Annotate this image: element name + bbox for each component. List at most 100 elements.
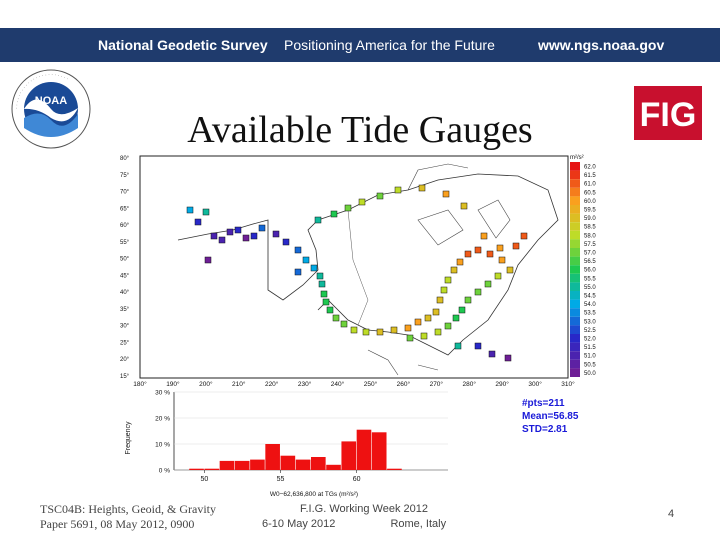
tide-gauge-marker — [512, 242, 520, 250]
histogram-bar — [189, 468, 204, 470]
colorbar-swatch — [570, 239, 580, 248]
histogram-bar — [280, 455, 296, 470]
colorbar-swatch — [570, 342, 580, 352]
colorbar-swatch — [570, 187, 580, 197]
lat-tick-label: 15° — [120, 374, 130, 380]
tide-gauge-marker — [204, 256, 212, 264]
colorbar-label: 60.5 — [584, 190, 596, 196]
colorbar-unit: m²/s² — [570, 155, 584, 161]
colorbar-label: 57.5 — [584, 242, 596, 248]
banner-slogan: Positioning America for the Future — [284, 37, 495, 53]
colorbar-swatch — [570, 205, 580, 214]
y-tick-label: 10 % — [155, 442, 170, 449]
histogram-bar — [341, 441, 357, 470]
colorbar — [570, 162, 580, 377]
lat-tick-label: 50° — [120, 257, 130, 263]
tide-gauge-marker — [344, 204, 352, 212]
x-tick-label: 50 — [201, 476, 209, 483]
fig-logo-block — [634, 86, 702, 140]
tide-gauge-marker — [442, 190, 450, 198]
tide-gauge-marker — [272, 230, 280, 238]
colorbar-label: 51.0 — [584, 354, 596, 360]
tide-gauge-marker — [376, 328, 384, 336]
footer-date: 6-10 May 2012 — [262, 518, 336, 530]
noaa-gull-icon — [24, 99, 78, 122]
tide-gauge-marker — [420, 332, 428, 340]
colorbar-label: 50.0 — [584, 371, 596, 377]
tide-gauge-marker — [376, 192, 384, 200]
tide-gauge-markers — [186, 184, 528, 362]
tide-gauge-marker — [320, 290, 328, 298]
tide-gauge-marker — [332, 314, 340, 322]
lon-tick-label: 220° — [265, 380, 279, 388]
border-line — [347, 209, 369, 326]
lon-tick-label: 180° — [133, 380, 147, 388]
tide-gauge-marker — [440, 286, 448, 294]
stats-box: #pts=211 Mean=56.85 STD=2.81 — [522, 398, 579, 435]
tide-gauge-marker — [202, 208, 210, 216]
colorbar-label: 54.0 — [584, 302, 596, 308]
colorbar-labels: 62.0 61.5 61.0 60.5 60.0 59.5 59.0 58.5 58.0 57.5… — [584, 165, 596, 377]
lon-ticks: 180° 190° 200° 210° 220° 230° 240° 250° 260° 270°… — [133, 380, 575, 388]
x-tick-label: 55 — [277, 476, 285, 483]
colorbar-label: 58.0 — [584, 233, 596, 239]
tide-gauge-marker — [186, 206, 194, 214]
tide-gauge-marker — [432, 308, 440, 316]
tide-gauge-marker — [506, 266, 514, 274]
fig-logo: FIG — [634, 86, 702, 140]
tide-gauge-marker — [464, 250, 472, 258]
tide-gauge-marker — [316, 272, 324, 280]
lon-tick-label: 190° — [166, 380, 180, 388]
tide-gauge-marker — [444, 322, 452, 330]
lat-tick-label: 70° — [120, 190, 130, 196]
stats-line: #pts=211 — [522, 398, 565, 409]
tide-gauge-marker — [418, 184, 426, 192]
colorbar-swatch — [570, 213, 580, 223]
x-axis-label: W0−62,636,800 at TGs (m²/s²) — [270, 491, 358, 498]
lon-tick-label: 280° — [463, 380, 477, 388]
colorbar-swatch — [570, 196, 580, 205]
footer-middle: F.I.G. Working Week 2012 6-10 May 2012 R… — [262, 502, 462, 532]
colorbar-swatch — [570, 291, 580, 300]
tide-gauge-marker — [390, 326, 398, 334]
tide-gauge-marker — [520, 232, 528, 240]
histogram-bar — [295, 459, 311, 470]
colorbar-label: 60.0 — [584, 199, 596, 205]
footer-event: F.I.G. Working Week 2012 — [300, 503, 428, 515]
colorbar-swatch — [570, 308, 580, 317]
histogram-bar — [326, 464, 341, 470]
banner-url[interactable]: www.ngs.noaa.gov — [538, 37, 665, 53]
tide-gauge-marker — [458, 306, 466, 314]
footer-left: TSC04B: Heights, Geoid, & Gravity Paper … — [40, 502, 216, 532]
coastline — [177, 173, 559, 356]
tide-gauge-marker — [242, 234, 250, 242]
arctic-islands — [407, 163, 511, 246]
tide-gauge-marker — [456, 258, 464, 266]
lon-tick-label: 230° — [298, 380, 312, 388]
lat-ticks: 80° 75° 70° 65° 60° 55° 50° 45° 40° 35° 30° 25° 20° 1… — [120, 156, 130, 380]
footer-paper: Paper 5691, 08 May 2012, 0900 — [40, 517, 195, 531]
tide-gauge-marker — [350, 326, 358, 334]
histogram-bar — [250, 459, 265, 470]
lon-tick-label: 300° — [528, 380, 542, 388]
lat-tick-label: 55° — [120, 240, 130, 246]
lat-tick-label: 30° — [120, 324, 130, 330]
colorbar-swatch — [570, 162, 580, 171]
tide-gauge-marker — [250, 232, 258, 240]
colorbar-label: 55.5 — [584, 276, 596, 282]
colorbar-swatch — [570, 170, 580, 180]
lon-tick-label: 290° — [495, 380, 509, 388]
colorbar-label: 58.5 — [584, 225, 596, 231]
colorbar-label: 51.5 — [584, 345, 596, 351]
tide-gauge-marker — [258, 224, 266, 232]
colorbar-swatch — [570, 316, 580, 326]
tide-gauge-marker — [484, 280, 492, 288]
x-tick-label: 60 — [353, 476, 361, 483]
tide-gauge-marker — [282, 238, 290, 246]
tide-gauge-marker — [318, 280, 326, 288]
colorbar-swatch — [570, 230, 580, 240]
tide-gauge-marker — [362, 328, 370, 336]
tide-gauge-marker — [234, 226, 242, 234]
lat-tick-label: 80° — [120, 156, 130, 162]
lat-tick-label: 20° — [120, 357, 130, 363]
